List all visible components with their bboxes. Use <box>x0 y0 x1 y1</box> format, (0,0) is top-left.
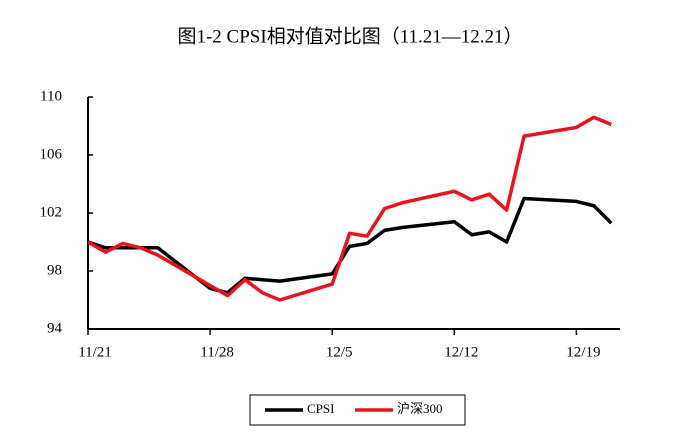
y-tick-label: 102 <box>40 204 63 220</box>
y-tick-label: 94 <box>47 320 63 336</box>
x-tick-label: 12/5 <box>326 344 353 360</box>
legend-text: 沪深300 <box>397 401 443 416</box>
x-tick-label: 12/12 <box>444 344 478 360</box>
series-line <box>87 115 612 302</box>
series-line <box>87 196 613 295</box>
x-tick-label: 11/21 <box>78 344 112 360</box>
y-tick-label: 110 <box>40 88 62 104</box>
chart-title: 图1-2 CPSI相对值对比图（11.21—12.21） <box>177 25 522 47</box>
legend-box <box>249 394 466 426</box>
y-tick-label: 98 <box>47 262 62 278</box>
y-tick-label: 106 <box>40 146 63 162</box>
x-tick-label: 12/19 <box>566 344 600 360</box>
x-tick-label: 11/28 <box>200 344 234 360</box>
legend-text: CPSI <box>307 401 334 416</box>
